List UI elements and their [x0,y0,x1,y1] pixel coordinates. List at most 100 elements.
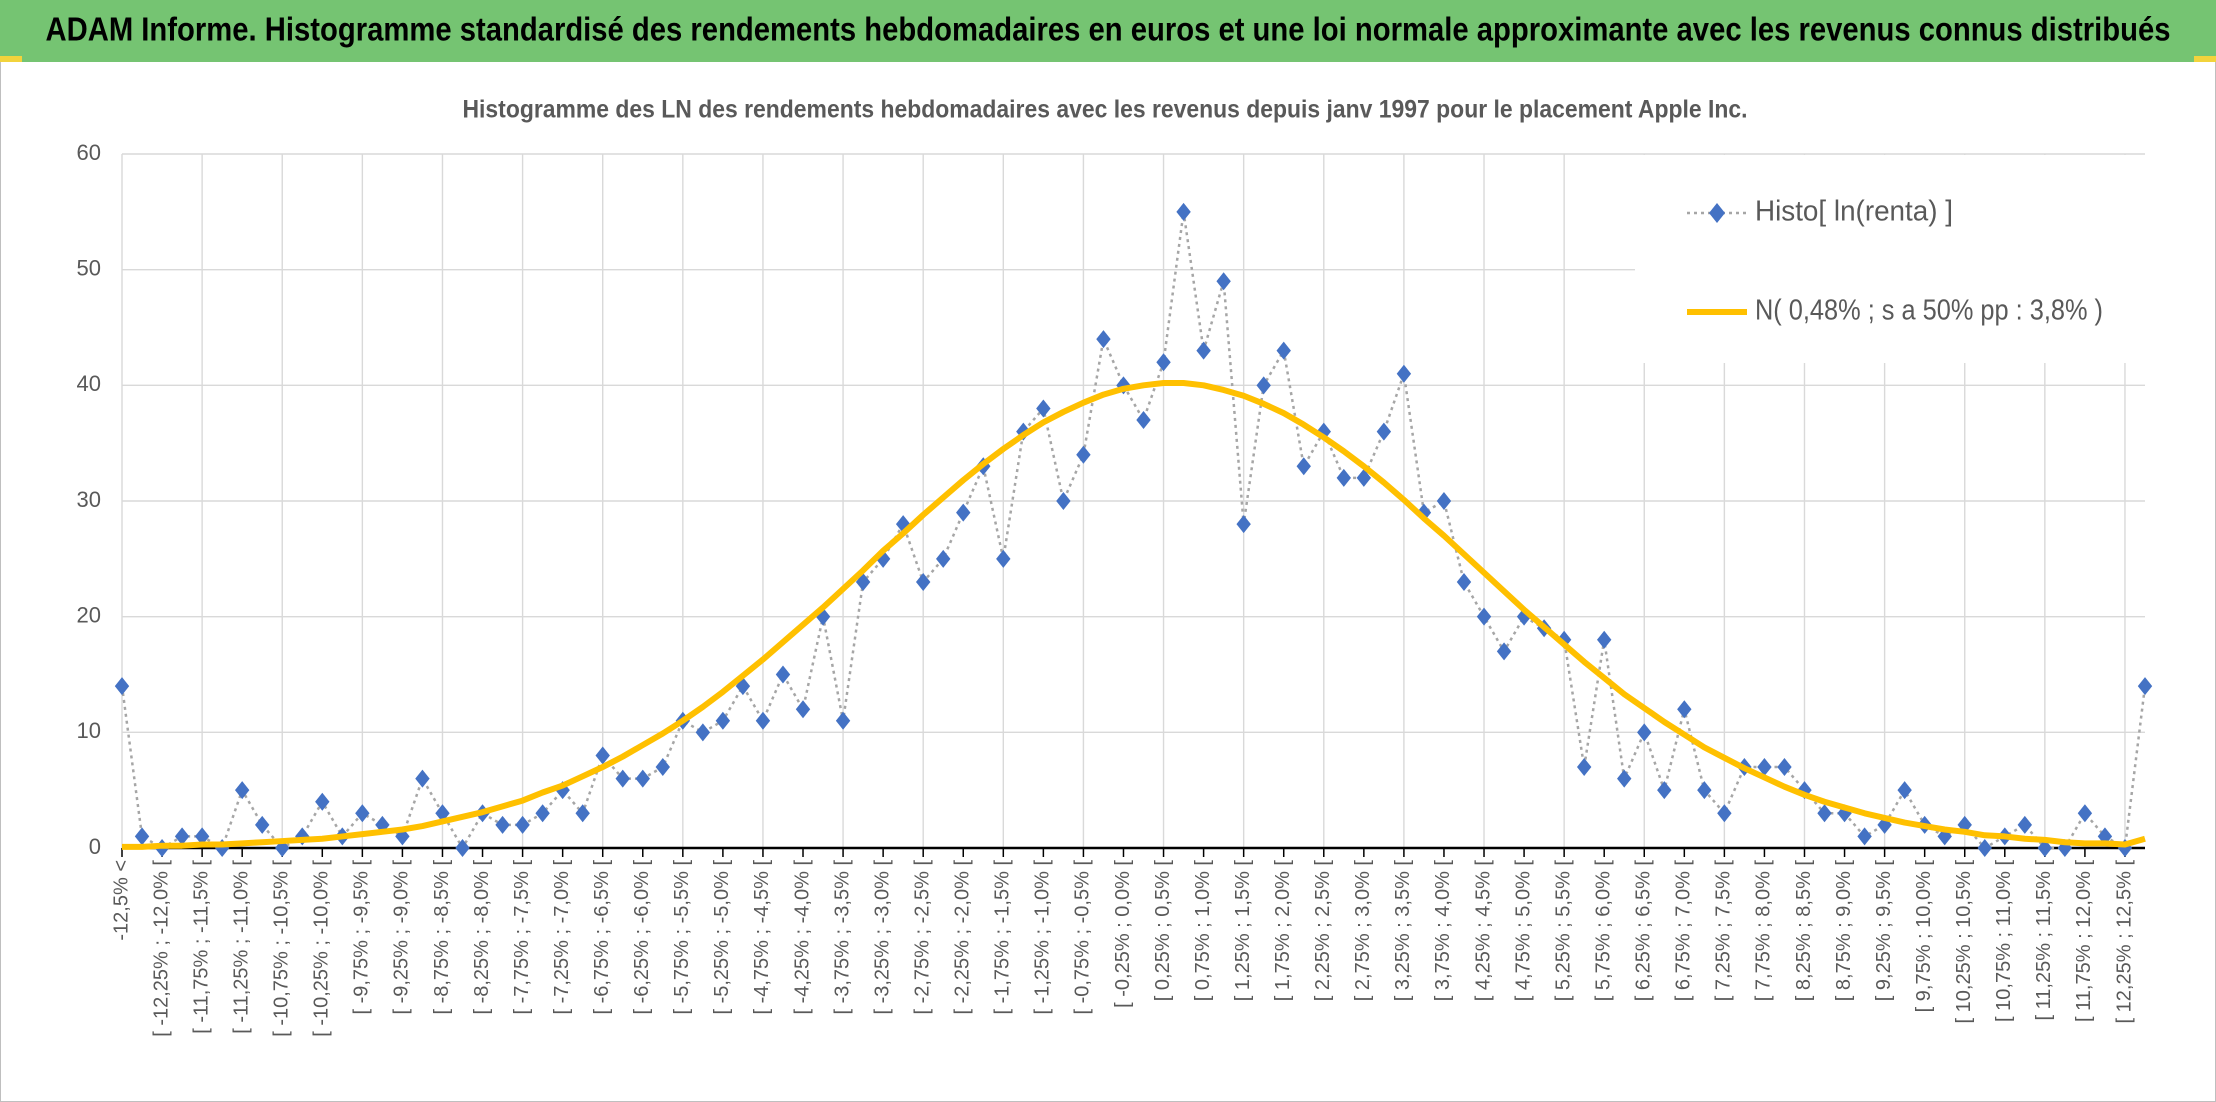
data-point [1196,341,1211,360]
data-point [1576,758,1592,777]
x-tick-label: [ 9,75% ; 10,0% [ [1913,860,1935,1013]
data-point [1396,364,1412,383]
data-point [255,815,270,834]
data-point [1216,272,1231,291]
x-tick-label: [ -5,25% ; -5,0% [ [711,860,733,1015]
x-tick-label: [ -1,25% ; -1,0% [ [1032,860,1054,1015]
data-point [1596,630,1612,649]
x-tick-label: -12,5% < [110,860,132,941]
x-tick-label: [ 7,25% ; 7,5% [ [1713,860,1735,1002]
series-line [120,210,2147,850]
data-point [755,711,771,730]
x-tick-label: [ 2,75% ; 3,0% [ [1352,860,1374,1002]
x-tick-label: [ -10,25% ; -10,0% [ [311,860,333,1037]
data-point [795,700,811,719]
data-point [1777,758,1792,777]
data-point [1697,781,1712,800]
data-point [915,572,931,591]
x-tick-label: [ -3,75% ; -3,5% [ [831,860,853,1015]
x-tick-label: [ 11,75% ; 12,0% [ [2073,860,2095,1022]
x-tick-label: [ -6,75% ; -6,5% [ [591,860,613,1015]
legend-label: N( 0,48% ; s a 50% pp : 3,8% ) [1755,295,2103,327]
x-tick-label: [ -1,75% ; -1,5% [ [992,860,1014,1015]
chart-title: Histogramme des LN des rendements hebdom… [463,96,1748,124]
data-point [895,515,911,534]
data-point [1657,781,1672,800]
x-tick-label: [ 0,75% ; 1,0% [ [1192,860,1214,1002]
data-point [815,607,831,626]
data-point [114,677,130,696]
data-point [1637,723,1652,742]
data-point [936,549,951,568]
header-title: ADAM Informe. Histogramme standardisé de… [46,11,2171,48]
data-point [1076,445,1091,464]
data-point [1817,804,1832,823]
data-point [234,781,250,800]
x-tick-label: [ 7,75% ; 8,0% [ [1753,860,1775,1002]
data-point [1156,353,1171,372]
x-tick-label: [ 10,75% ; 11,0% [ [1993,860,2015,1022]
data-point [535,804,550,823]
data-point [595,746,610,765]
x-tick-label: [ 11,25% ; 11,5% [ [2033,860,2055,1021]
x-tick-label: [ 1,25% ; 1,5% [ [1232,860,1254,1002]
y-tick-label: 60 [77,140,101,165]
x-tick-label: [ -11,25% ; -11,0% [ [230,860,252,1034]
data-point [1056,492,1071,510]
data-point [875,549,891,568]
x-tick-label: [ -4,25% ; -4,0% [ [791,860,813,1015]
data-point [134,827,150,846]
x-tick-label: [ 10,25% ; 10,5% [ [1953,860,1975,1024]
data-point [495,815,510,834]
data-point [515,815,530,834]
data-point [194,827,210,846]
data-point [1717,804,1732,823]
data-point [1136,411,1151,430]
data-point [715,711,731,730]
x-tick-label: [ -0,75% ; -0,5% [ [1072,860,1094,1015]
x-tick-label: [ -2,25% ; -2,0% [ [952,860,974,1015]
data-point [2037,839,2053,857]
data-point [1316,422,1331,441]
x-tick-label: [ 0,25% ; 0,5% [ [1152,860,1174,1002]
plot-area: 0 10 20 30 40 50 60 -12,5% < [ -12,25% ; -12,0% … [77,140,2153,1037]
x-tick-label: [ -9,75% ; -9,5% [ [351,860,373,1015]
data-point [1096,330,1111,349]
data-point [1296,457,1311,476]
data-point [835,711,851,730]
y-tick-label: 20 [77,602,101,627]
x-tick-label: [ -2,75% ; -2,5% [ [911,860,933,1015]
data-point [575,804,590,823]
x-tick-label: [ -10,75% ; -10,5% [ [271,860,293,1037]
x-tick-label: [ -5,75% ; -5,5% [ [671,860,693,1015]
x-tick-label: [ -8,75% ; -8,5% [ [431,860,453,1015]
x-tick-label: [ -7,75% ; -7,5% [ [511,860,533,1015]
data-point [2137,677,2153,696]
x-tick-label: [ -11,75% ; -11,5% [ [190,860,212,1034]
x-tick-label: [ -4,75% ; -4,5% [ [751,860,773,1015]
legend-label: Histo[ ln(renta) ] [1755,196,1953,228]
x-tick-label: [ -8,25% ; -8,0% [ [471,860,493,1015]
data-point [1436,492,1452,510]
header-bar [0,0,2216,62]
data-point [655,758,671,777]
data-point [1496,642,1512,661]
data-point [1256,376,1271,395]
data-point [956,503,971,522]
data-point [775,665,791,684]
data-point [695,723,711,742]
y-tick-label: 10 [77,718,101,743]
y-tick-label: 50 [77,255,101,280]
data-point [615,769,630,788]
x-tick-label: [ 6,25% ; 6,5% [ [1633,860,1655,1002]
y-tick-label: 0 [89,834,101,859]
data-point [1857,827,1872,846]
x-tick-label: [ 2,25% ; 2,5% [ [1312,860,1334,1002]
data-point [174,827,190,846]
data-point [996,549,1011,568]
x-tick-label: [ 4,25% ; 4,5% [ [1472,860,1494,1002]
legend-marker [1709,203,1725,223]
x-tick-label: [ 5,25% ; 5,5% [ [1552,860,1574,1002]
x-tick-label: [ -3,25% ; -3,0% [ [871,860,893,1015]
